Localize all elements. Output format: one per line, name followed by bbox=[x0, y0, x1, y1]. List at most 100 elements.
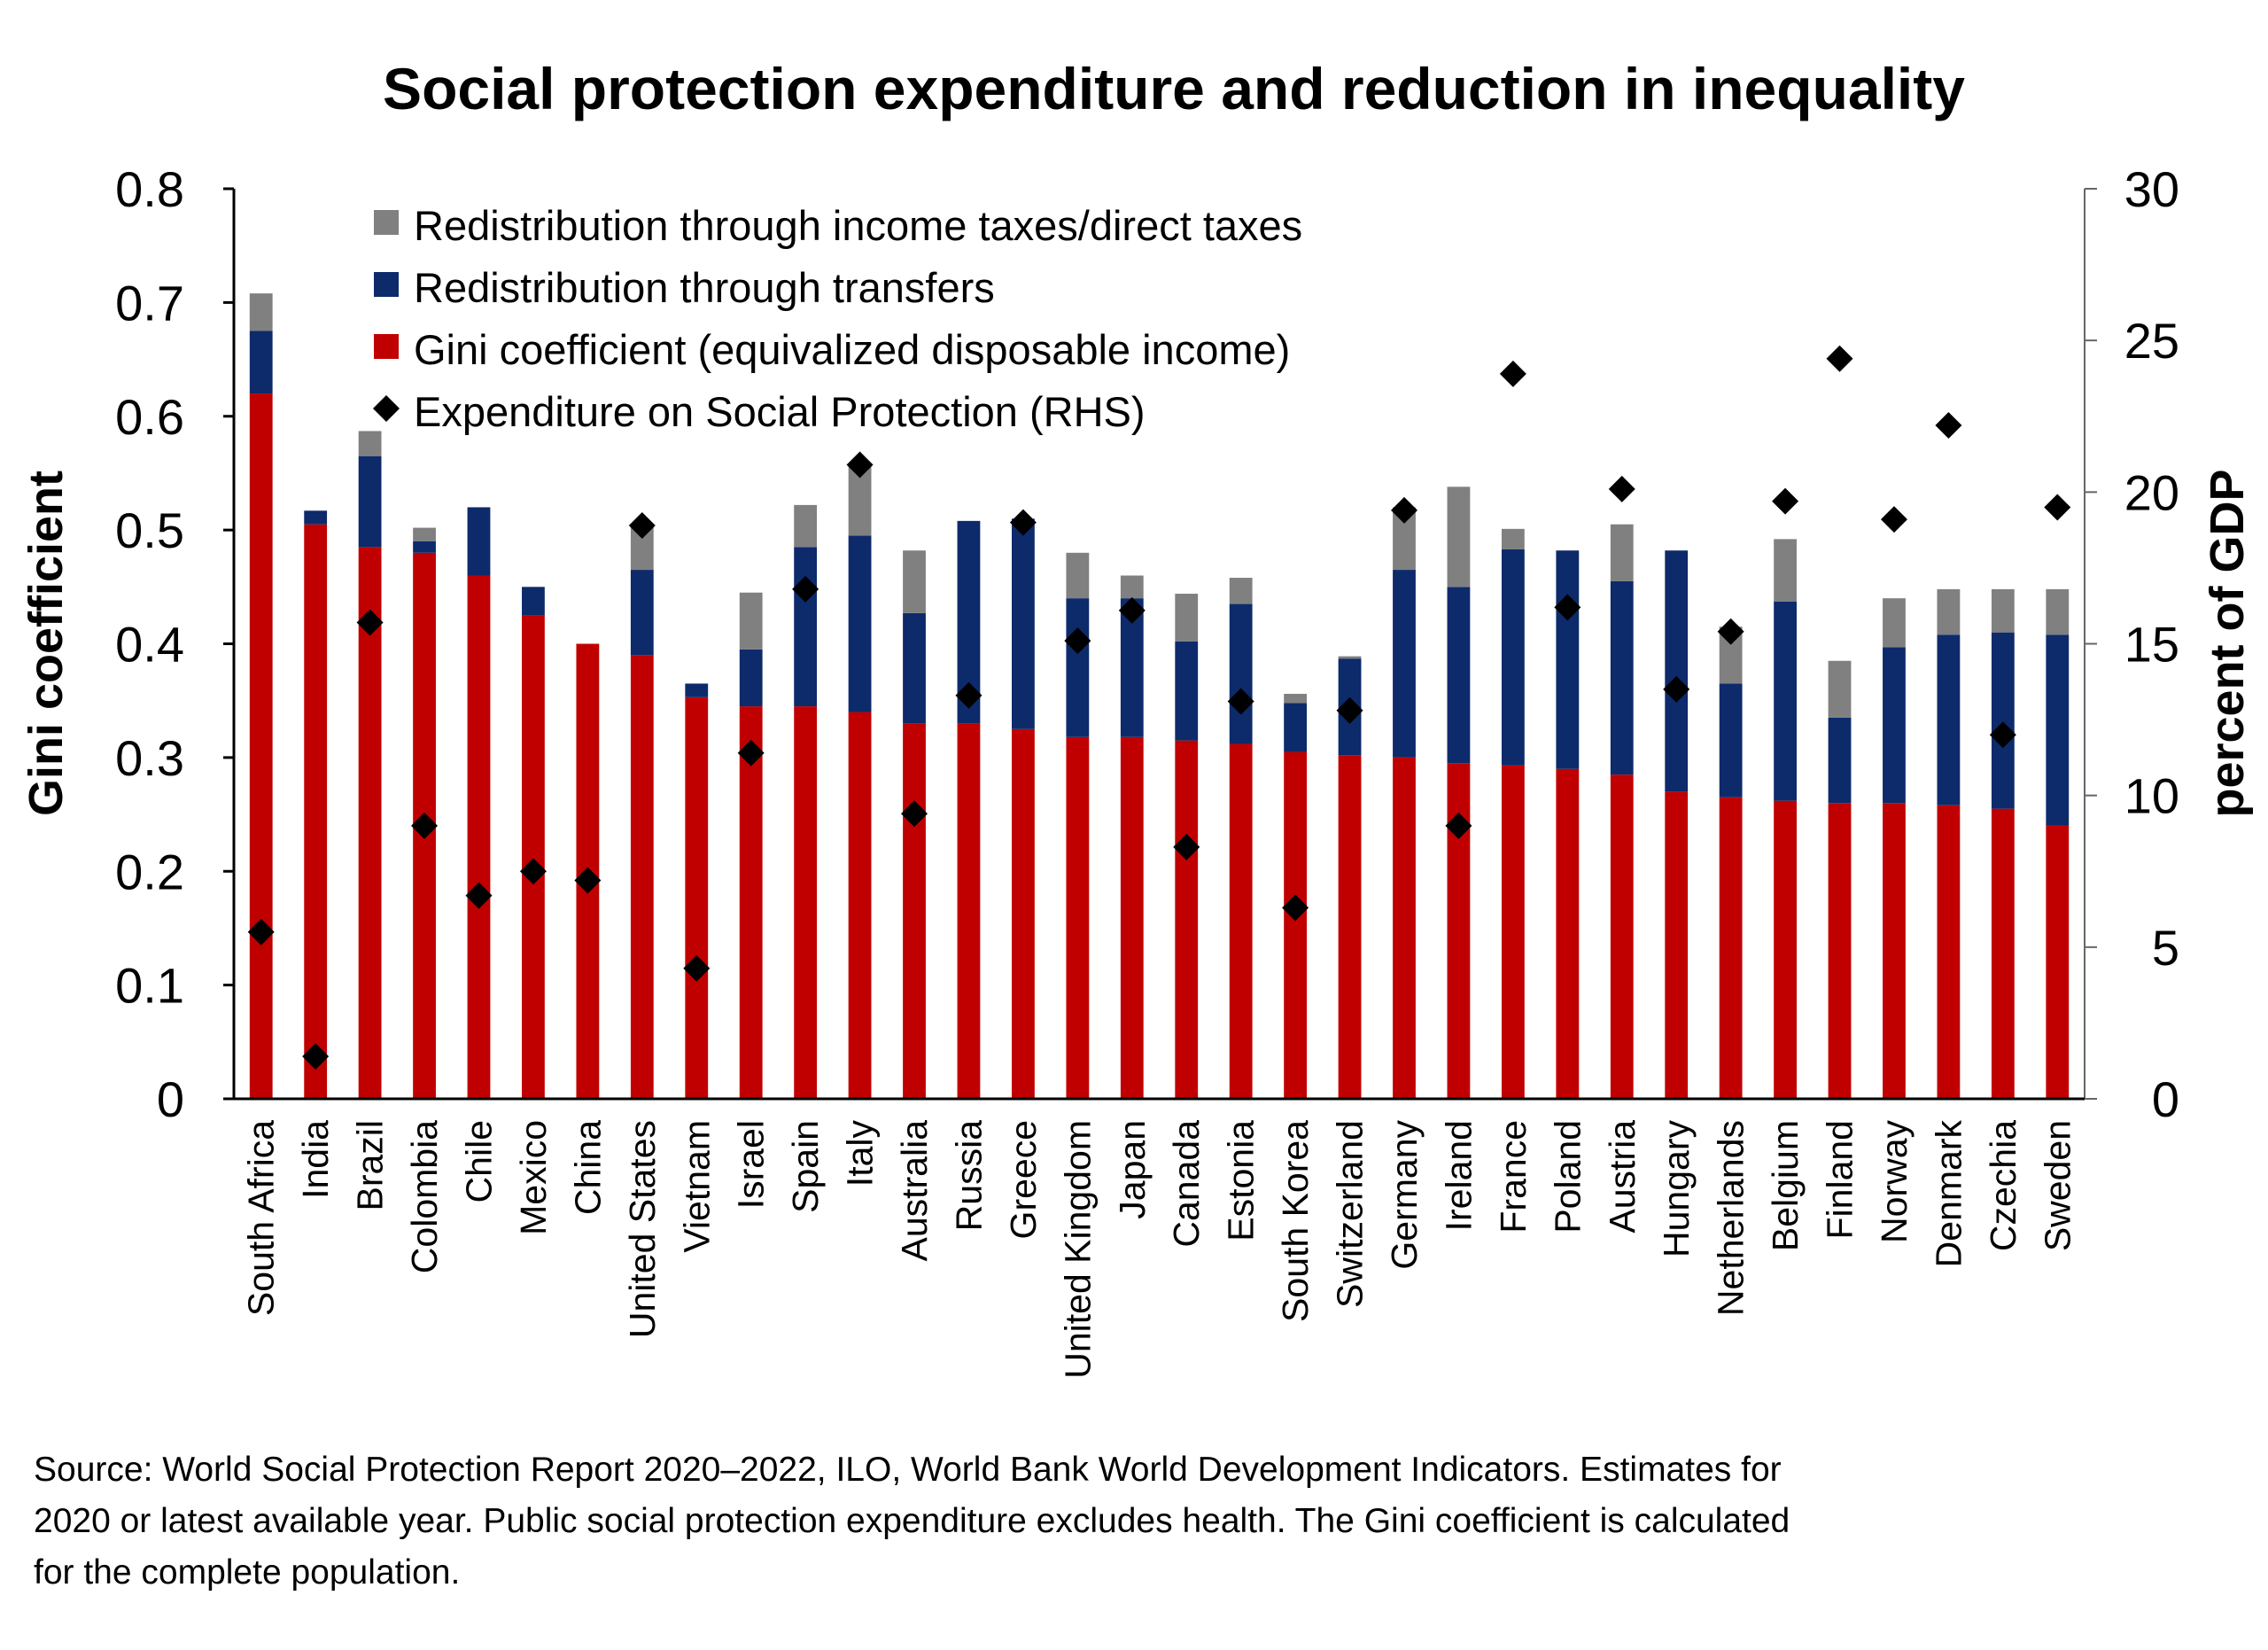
category-label-finland: Finland bbox=[1820, 1120, 1860, 1239]
marker-united-states bbox=[628, 511, 656, 539]
bar-sweden-redistribution-through-transfers bbox=[2046, 634, 2070, 826]
bar-chile-gini-coefficient-equivalized-disposable- bbox=[467, 575, 491, 1099]
bar-norway-redistribution-through-income-taxes-dire bbox=[1883, 598, 1906, 648]
y2-tick-label: 10 bbox=[2124, 768, 2179, 824]
category-label-south-korea: South Korea bbox=[1275, 1120, 1316, 1322]
bar-czechia-redistribution-through-transfers bbox=[1991, 632, 2015, 809]
bar-norway-redistribution-through-transfers bbox=[1883, 647, 1906, 804]
marker-poland bbox=[1554, 594, 1581, 621]
bar-finland-gini-coefficient-equivalized-disposable- bbox=[1828, 803, 1852, 1099]
category-label-estonia: Estonia bbox=[1221, 1120, 1262, 1241]
bar-south-korea-redistribution-through-transfers bbox=[1284, 703, 1308, 752]
category-label-australia: Australia bbox=[894, 1120, 935, 1262]
bar-vietnam-gini-coefficient-equivalized-disposable- bbox=[685, 697, 709, 1099]
bar-estonia-redistribution-through-income-taxes-dire bbox=[1229, 578, 1253, 604]
marker-south-africa bbox=[247, 918, 275, 946]
y-tick-label: 0.6 bbox=[115, 389, 184, 445]
bar-ireland-redistribution-through-transfers bbox=[1447, 587, 1471, 764]
bar-spain-gini-coefficient-equivalized-disposable- bbox=[794, 706, 818, 1099]
category-label-spain: Spain bbox=[785, 1120, 826, 1213]
category-label-sweden: Sweden bbox=[2037, 1120, 2078, 1251]
category-label-germany: Germany bbox=[1384, 1120, 1425, 1270]
bar-colombia-redistribution-through-income-taxes-dire bbox=[413, 527, 436, 541]
bar-united-kingdom-redistribution-through-transfers bbox=[1066, 598, 1090, 737]
marker-greece bbox=[1009, 509, 1037, 536]
legend-label: Redistribution through income taxes/dire… bbox=[414, 202, 1302, 249]
bar-sweden-redistribution-through-income-taxes-dire bbox=[2046, 588, 2070, 635]
legend-swatch bbox=[374, 334, 399, 359]
marker-italy bbox=[846, 451, 874, 479]
marker-brazil bbox=[356, 609, 384, 636]
category-label-poland: Poland bbox=[1547, 1120, 1588, 1234]
bar-germany-gini-coefficient-equivalized-disposable- bbox=[1393, 757, 1416, 1100]
legend-swatch bbox=[373, 395, 400, 422]
bar-belgium-gini-coefficient-equivalized-disposable- bbox=[1774, 800, 1797, 1099]
left-axis-ticks: 0 0.1 0.2 0.3 0.4 0.5 0.6 0.7 0.8 bbox=[115, 161, 234, 1127]
category-label-czechia: Czechia bbox=[1983, 1120, 2023, 1251]
marker-chile bbox=[465, 882, 493, 909]
bar-south-africa-redistribution-through-transfers bbox=[249, 331, 273, 394]
bar-netherlands-gini-coefficient-equivalized-disposable- bbox=[1719, 797, 1743, 1099]
source-line-3: for the complete population. bbox=[34, 1553, 461, 1592]
bar-australia-redistribution-through-income-taxes-dire bbox=[903, 550, 926, 613]
marker-norway bbox=[1880, 506, 1907, 533]
marker-sweden bbox=[2044, 494, 2071, 521]
legend-swatch bbox=[374, 210, 399, 235]
y-tick-label: 0.8 bbox=[115, 161, 184, 217]
bar-denmark-redistribution-through-transfers bbox=[1937, 634, 1961, 806]
bar-france-gini-coefficient-equivalized-disposable- bbox=[1501, 765, 1525, 1099]
y-tick-label: 0.7 bbox=[115, 275, 184, 331]
marker-russia bbox=[955, 681, 983, 709]
category-label-france: France bbox=[1493, 1120, 1534, 1234]
source-line-1: Source: World Social Protection Report 2… bbox=[34, 1451, 1782, 1489]
category-label-russia: Russia bbox=[948, 1120, 989, 1232]
bar-norway-gini-coefficient-equivalized-disposable- bbox=[1883, 803, 1906, 1099]
bar-poland-redistribution-through-transfers bbox=[1556, 550, 1580, 769]
y2-tick-label: 0 bbox=[2152, 1071, 2179, 1127]
bar-belgium-redistribution-through-income-taxes-dire bbox=[1774, 539, 1797, 602]
bar-mexico-gini-coefficient-equivalized-disposable- bbox=[522, 615, 545, 1099]
marker-czechia bbox=[1989, 721, 2016, 749]
category-label-china: China bbox=[567, 1120, 608, 1215]
bar-canada-redistribution-through-transfers bbox=[1175, 641, 1199, 741]
y-tick-label: 0.1 bbox=[115, 958, 184, 1014]
bar-south-korea-gini-coefficient-equivalized-disposable- bbox=[1284, 751, 1308, 1099]
marker-united-kingdom bbox=[1064, 627, 1091, 655]
category-label-greece: Greece bbox=[1003, 1120, 1044, 1239]
chart-title: Social protection expenditure and reduct… bbox=[383, 56, 1965, 121]
marker-belgium bbox=[1772, 487, 1799, 515]
bar-canada-redistribution-through-income-taxes-dire bbox=[1175, 594, 1199, 642]
bar-australia-redistribution-through-transfers bbox=[903, 612, 926, 724]
bar-hungary-gini-coefficient-equivalized-disposable- bbox=[1665, 791, 1689, 1099]
bar-mexico-redistribution-through-transfers bbox=[522, 587, 545, 616]
category-label-south-africa: South Africa bbox=[241, 1120, 282, 1316]
bar-japan-redistribution-through-income-taxes-dire bbox=[1120, 575, 1144, 599]
bar-india-redistribution-through-transfers bbox=[304, 510, 328, 525]
marker-switzerland bbox=[1336, 697, 1363, 724]
bar-brazil-redistribution-through-income-taxes-dire bbox=[358, 431, 382, 456]
bar-italy-redistribution-through-transfers bbox=[848, 535, 872, 712]
category-label-colombia: Colombia bbox=[404, 1120, 445, 1273]
bar-austria-redistribution-through-transfers bbox=[1610, 580, 1634, 775]
marker-india bbox=[302, 1043, 330, 1070]
category-label-japan: Japan bbox=[1112, 1120, 1153, 1219]
bar-spain-redistribution-through-income-taxes-dire bbox=[794, 504, 818, 548]
bar-ireland-redistribution-through-income-taxes-dire bbox=[1447, 486, 1471, 588]
category-label-vietnam: Vietnam bbox=[676, 1120, 717, 1253]
bar-south-korea-redistribution-through-income-taxes-dire bbox=[1284, 693, 1308, 704]
bar-netherlands-redistribution-through-transfers bbox=[1719, 683, 1743, 798]
category-label-denmark: Denmark bbox=[1928, 1120, 1969, 1268]
category-label-hungary: Hungary bbox=[1656, 1120, 1697, 1257]
marker-japan bbox=[1118, 596, 1146, 624]
bar-india-gini-coefficient-equivalized-disposable- bbox=[304, 524, 328, 1099]
marker-china bbox=[574, 867, 602, 894]
bar-colombia-redistribution-through-transfers bbox=[413, 541, 436, 553]
marker-ireland bbox=[1445, 812, 1472, 839]
marker-series-group bbox=[247, 345, 2071, 1070]
y2-tick-label: 30 bbox=[2124, 161, 2179, 217]
y-tick-label: 0 bbox=[157, 1071, 184, 1127]
bar-russia-gini-coefficient-equivalized-disposable- bbox=[957, 723, 981, 1099]
bar-france-redistribution-through-income-taxes-dire bbox=[1501, 528, 1525, 549]
marker-finland bbox=[1826, 345, 1853, 372]
